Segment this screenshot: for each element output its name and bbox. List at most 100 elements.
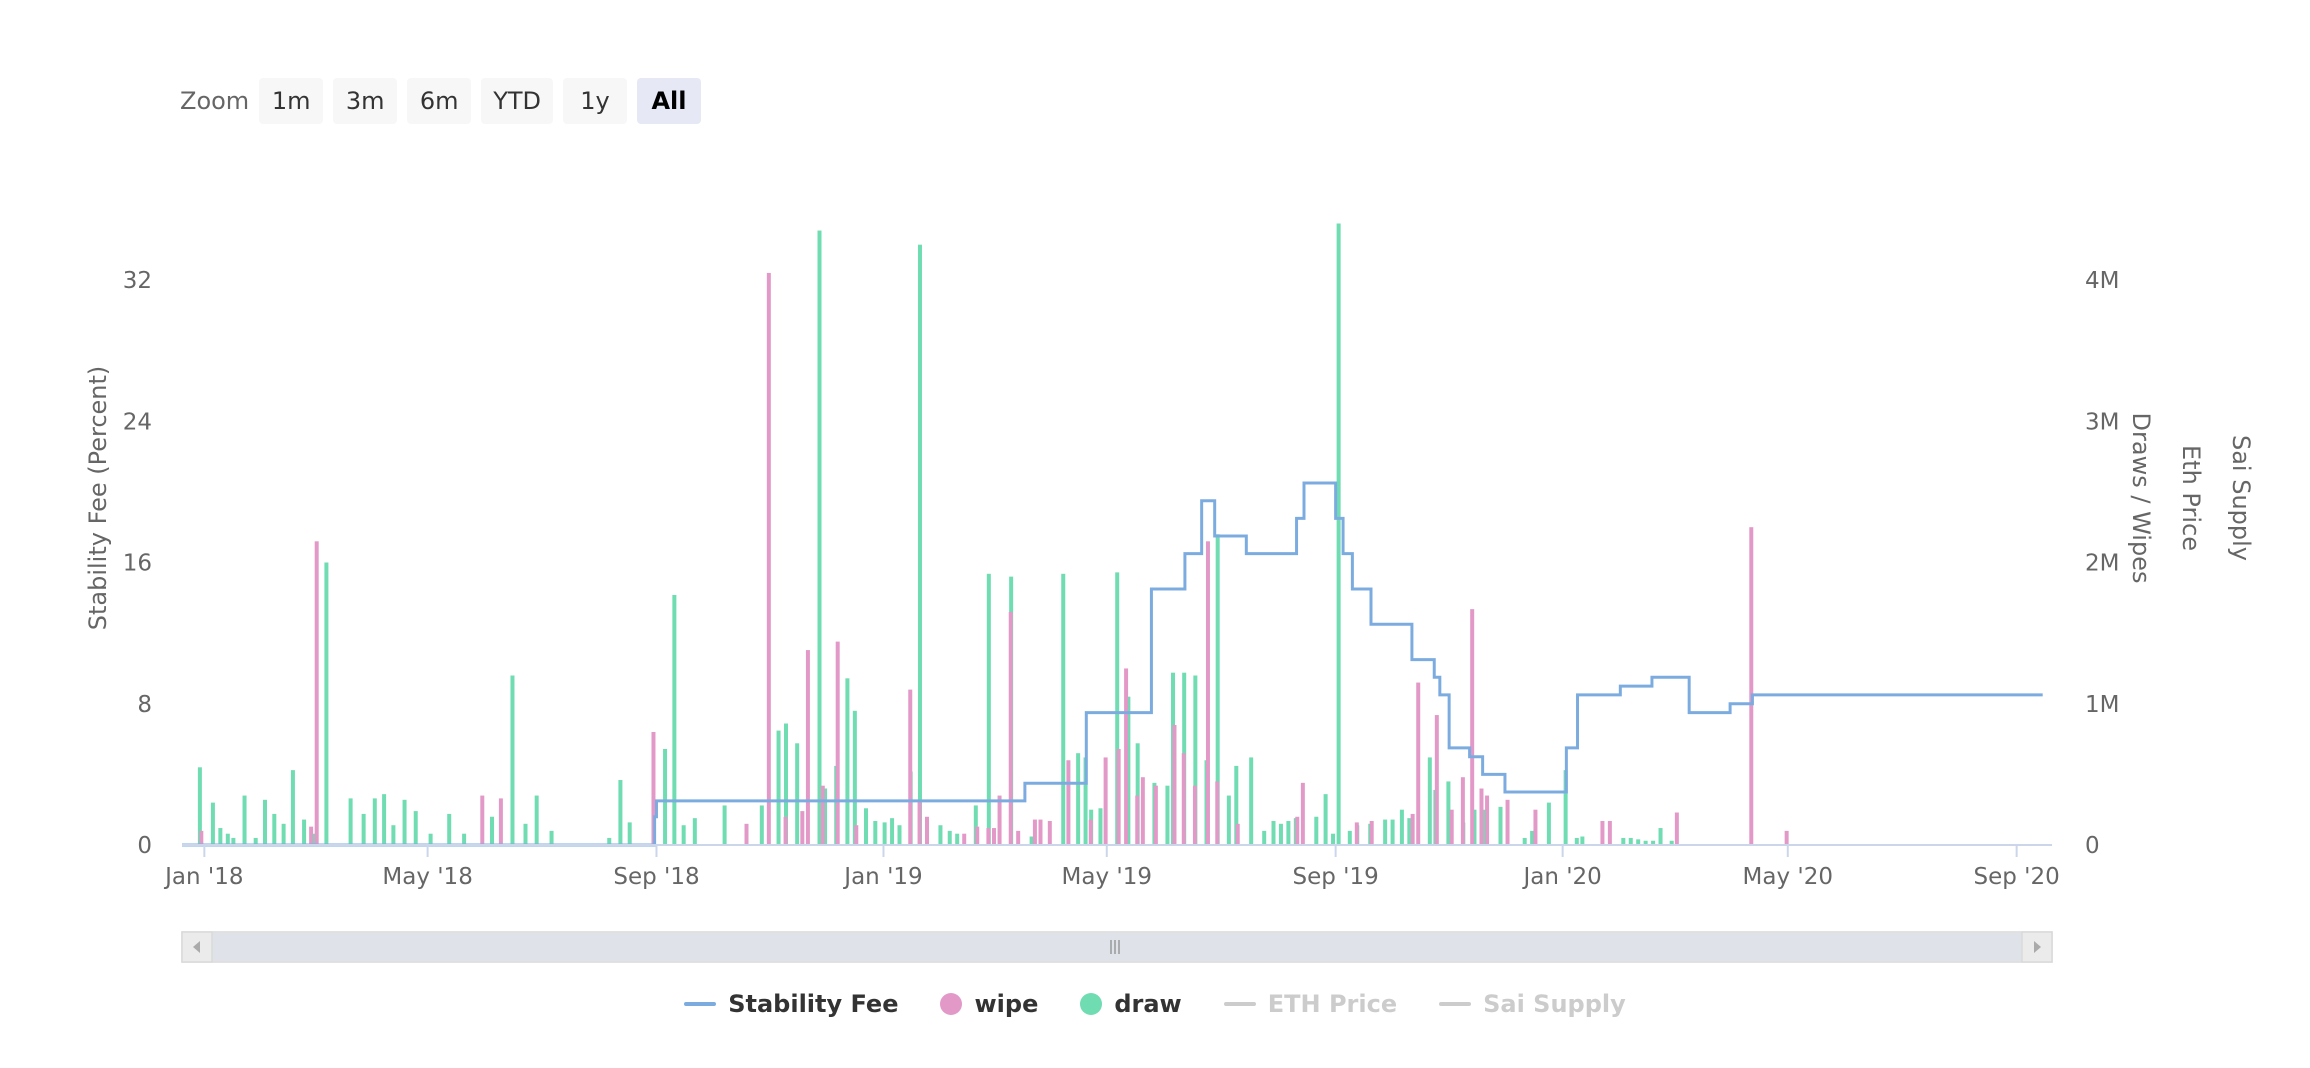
draw-bar[interactable] [938, 825, 943, 845]
wipe-bar[interactable] [925, 816, 929, 845]
wipe-bar[interactable] [917, 799, 922, 845]
draw-bar[interactable] [402, 799, 407, 845]
draw-bar[interactable] [663, 748, 668, 845]
wipe-bar[interactable] [1088, 819, 1093, 845]
draw-bar[interactable] [759, 805, 764, 845]
draw-bar[interactable] [1399, 809, 1404, 845]
wipe-bar[interactable] [199, 830, 204, 845]
wipe-bar[interactable] [908, 689, 913, 845]
legend-item-draw[interactable]: draw [1080, 990, 1182, 1018]
wipe-bar[interactable] [309, 826, 314, 845]
draw-bar[interactable] [1574, 837, 1579, 845]
draw-bar[interactable] [864, 808, 869, 845]
wipe-bar[interactable] [1192, 785, 1197, 845]
legend-item-stability-fee[interactable]: Stability Fee [684, 990, 898, 1018]
draw-bar[interactable] [1314, 816, 1319, 845]
draw-bar[interactable] [1446, 781, 1451, 845]
wipe-bar[interactable] [498, 798, 503, 845]
draw-bar[interactable] [1083, 757, 1088, 845]
wipe-bar[interactable] [1470, 609, 1475, 845]
draw-bar[interactable] [523, 823, 528, 845]
draw-bar[interactable] [197, 767, 202, 845]
draw-bar[interactable] [917, 244, 922, 845]
wipe-bar[interactable] [1103, 757, 1108, 845]
draw-bar[interactable] [1427, 757, 1432, 845]
draw-bar[interactable] [272, 813, 277, 845]
draw-bar[interactable] [1249, 757, 1254, 845]
draw-bar[interactable] [1472, 809, 1477, 845]
draw-bar[interactable] [1336, 223, 1341, 846]
draw-bar[interactable] [890, 818, 895, 845]
wipe-bar[interactable] [1460, 777, 1465, 845]
wipe-bar[interactable] [1607, 820, 1612, 845]
wipe-bar[interactable] [744, 823, 749, 845]
wipe-bar[interactable] [314, 541, 319, 845]
wipe-bar[interactable] [1505, 799, 1510, 845]
draw-bar[interactable] [1530, 830, 1535, 845]
draw-bar[interactable] [1390, 819, 1395, 845]
zoom-3m-button[interactable]: 3m [333, 78, 398, 124]
draw-bar[interactable] [1323, 794, 1328, 845]
wipe-bar[interactable] [800, 811, 805, 845]
draw-bar[interactable] [253, 837, 258, 845]
wipe-bar[interactable] [991, 828, 996, 845]
wipe-bar[interactable] [975, 826, 980, 845]
draw-bar[interactable] [852, 710, 857, 845]
wipe-bar[interactable] [835, 641, 840, 845]
wipe-bar[interactable] [1135, 795, 1140, 845]
draw-bar[interactable] [1278, 823, 1283, 845]
draw-bar[interactable] [873, 820, 878, 845]
wipe-bar[interactable] [1181, 753, 1186, 845]
draw-bar[interactable] [681, 825, 686, 845]
wipe-bar[interactable] [1066, 760, 1071, 845]
zoom-ytd-button[interactable]: YTD [481, 78, 553, 124]
scrollbar-left-arrow[interactable] [181, 931, 213, 963]
wipe-bar[interactable] [854, 825, 859, 845]
draw-bar[interactable] [1286, 820, 1291, 845]
draw-bar[interactable] [225, 833, 230, 845]
draw-bar[interactable] [947, 830, 952, 845]
draw-bar[interactable] [462, 833, 467, 845]
wipe-bar[interactable] [783, 816, 788, 845]
zoom-6m-button[interactable]: 6m [407, 78, 472, 124]
draw-bar[interactable] [795, 743, 800, 845]
draw-bar[interactable] [973, 805, 978, 845]
draw-bar[interactable] [1135, 743, 1140, 845]
draw-bar[interactable] [897, 825, 902, 845]
draw-bar[interactable] [1029, 836, 1034, 845]
draw-bar[interactable] [311, 833, 316, 845]
wipe-bar[interactable] [1749, 527, 1754, 845]
wipe-bar[interactable] [1354, 822, 1359, 845]
draw-bar[interactable] [1643, 840, 1648, 845]
wipe-bar[interactable] [1016, 830, 1021, 845]
draw-bar[interactable] [263, 799, 268, 845]
draw-bar[interactable] [382, 794, 387, 845]
draw-bar[interactable] [1481, 809, 1486, 845]
draw-bar[interactable] [776, 730, 781, 845]
draw-bar[interactable] [955, 833, 960, 845]
draw-bar[interactable] [1621, 837, 1626, 845]
draw-bar[interactable] [210, 802, 215, 845]
wipe-bar[interactable] [1410, 813, 1415, 845]
draw-bar[interactable] [1262, 830, 1267, 845]
draw-bar[interactable] [490, 816, 495, 845]
draw-bar[interactable] [1215, 534, 1220, 845]
wipe-bar[interactable] [1124, 668, 1129, 845]
draw-bar[interactable] [1234, 765, 1239, 845]
zoom-all-button[interactable]: All [637, 78, 701, 124]
wipe-bar[interactable] [1533, 809, 1538, 845]
wipe-bar[interactable] [1300, 782, 1305, 845]
wipe-bar[interactable] [1485, 795, 1490, 845]
draw-bar[interactable] [1669, 840, 1674, 845]
legend-item-wipe[interactable]: wipe [940, 990, 1038, 1018]
draw-bar[interactable] [428, 833, 433, 845]
draw-bar[interactable] [986, 573, 991, 845]
zoom-1y-button[interactable]: 1y [563, 78, 627, 124]
draw-bar[interactable] [549, 830, 554, 845]
draw-bar[interactable] [302, 819, 307, 845]
wipe-bar[interactable] [1008, 611, 1013, 845]
wipe-bar[interactable] [1172, 724, 1177, 845]
wipe-bar[interactable] [766, 272, 771, 845]
draw-bar[interactable] [1580, 836, 1585, 845]
draw-bar[interactable] [391, 825, 396, 845]
